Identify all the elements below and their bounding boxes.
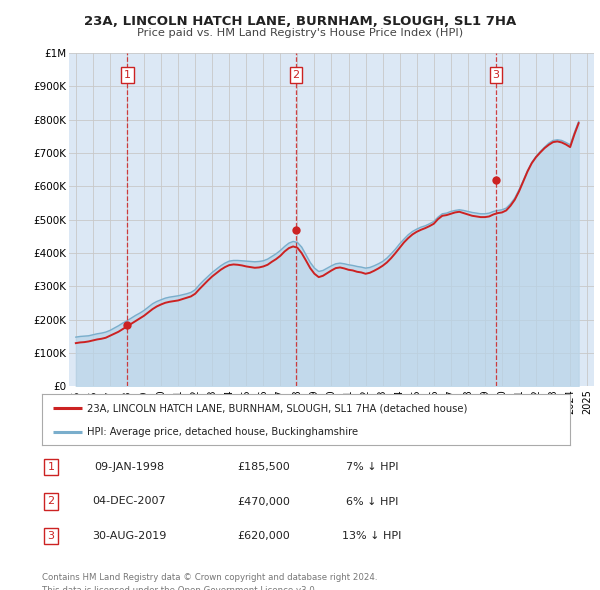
Text: 23A, LINCOLN HATCH LANE, BURNHAM, SLOUGH, SL1 7HA (detached house): 23A, LINCOLN HATCH LANE, BURNHAM, SLOUGH… xyxy=(87,403,467,413)
Text: Contains HM Land Registry data © Crown copyright and database right 2024.: Contains HM Land Registry data © Crown c… xyxy=(42,573,377,582)
Text: This data is licensed under the Open Government Licence v3.0.: This data is licensed under the Open Gov… xyxy=(42,586,317,590)
Text: £185,500: £185,500 xyxy=(238,463,290,472)
Text: £620,000: £620,000 xyxy=(238,531,290,540)
Text: 13% ↓ HPI: 13% ↓ HPI xyxy=(343,531,401,540)
Text: £470,000: £470,000 xyxy=(238,497,290,506)
Text: 3: 3 xyxy=(47,531,55,540)
Text: 09-JAN-1998: 09-JAN-1998 xyxy=(94,463,164,472)
Text: 04-DEC-2007: 04-DEC-2007 xyxy=(92,497,166,506)
Text: 2: 2 xyxy=(292,70,299,80)
Text: 6% ↓ HPI: 6% ↓ HPI xyxy=(346,497,398,506)
Text: 2: 2 xyxy=(47,497,55,506)
Text: 7% ↓ HPI: 7% ↓ HPI xyxy=(346,463,398,472)
Text: 1: 1 xyxy=(47,463,55,472)
Text: HPI: Average price, detached house, Buckinghamshire: HPI: Average price, detached house, Buck… xyxy=(87,428,358,437)
Text: 30-AUG-2019: 30-AUG-2019 xyxy=(92,531,166,540)
Text: 1: 1 xyxy=(124,70,131,80)
Text: 23A, LINCOLN HATCH LANE, BURNHAM, SLOUGH, SL1 7HA: 23A, LINCOLN HATCH LANE, BURNHAM, SLOUGH… xyxy=(84,15,516,28)
Text: Price paid vs. HM Land Registry's House Price Index (HPI): Price paid vs. HM Land Registry's House … xyxy=(137,28,463,38)
Text: 3: 3 xyxy=(493,70,500,80)
